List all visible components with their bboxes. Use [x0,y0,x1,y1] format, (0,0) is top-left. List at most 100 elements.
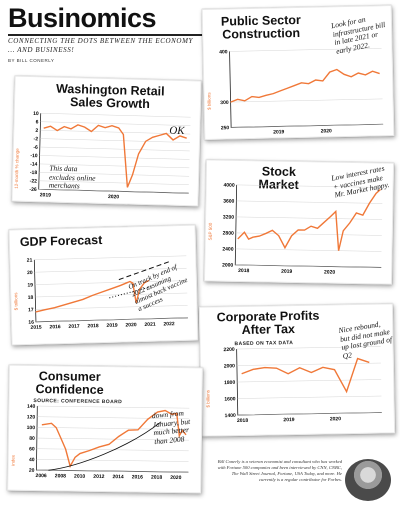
construction-gridline [230,98,383,103]
retail-gridline [40,113,191,118]
stock-series-line [237,188,381,251]
retail-card: Washington Retail Sales Growth 12-month … [11,75,202,207]
construction-ytick-label: 300 [220,100,229,106]
retail-gridline [39,155,190,160]
confidence-xtick-label: 2010 [74,474,85,480]
retail-ylabel: 12-month % change [14,148,20,189]
retail-ytick-label: -26 [29,187,37,193]
retail-ytick-label: 6 [36,119,39,125]
confidence-gridline [36,437,189,441]
retail-xtick-label: 2019 [40,192,51,198]
retail-gridline [39,163,190,169]
profits-xtick-label: 2020 [330,416,341,422]
stock-axes [234,184,382,268]
confidence-gridline [36,459,189,462]
retail-gridline [40,129,191,135]
gdp-gridline [35,292,188,298]
gdp-xtick-label: 2017 [68,324,79,330]
confidence-gridline [37,427,190,430]
construction-series-line [230,68,380,103]
confidence-xtick-label: 2014 [112,474,123,480]
gdp-gridline [34,280,187,285]
profits-ytick-label: 1400 [225,413,236,419]
confidence-note: down from January, but much better than … [151,408,191,446]
construction-ytick-label: 250 [221,125,230,131]
confidence-ytick-label: 40 [29,457,35,463]
retail-ytick-label: -6 [33,145,38,151]
retail-xtick-label: 2020 [108,194,119,200]
retail-ytick-label: 10 [33,111,39,117]
stock-ytick-label: 2400 [222,246,233,252]
gdp-xtick-label: 2019 [106,323,117,329]
gdp-xtick-label: 2020 [125,322,136,328]
confidence-ytick-label: 60 [29,446,35,452]
stock-ytick-label: 3600 [223,198,234,204]
gdp-xtick-label: 2016 [49,324,60,330]
gdp-card: GDP Forecast $ trillions 21 20 19 18 17 16 201… [8,224,199,346]
stock-gridline [235,264,382,268]
construction-xtick-label: 2020 [321,128,332,134]
retail-ytick-label: -14 [30,161,38,167]
gdp-forecast-dashes [118,260,171,281]
stock-gridline [236,216,383,220]
retail-gridline [40,121,191,126]
confidence-xtick-label: 2016 [132,474,143,480]
retail-ytick-label: -18 [30,170,38,176]
confidence-gridline [37,416,190,420]
profits-gridline [236,346,381,350]
gdp-xtick-label: 2018 [87,323,98,329]
profits-gridline [237,412,382,416]
construction-axes [229,51,384,128]
masthead-rule [8,34,392,36]
retail-ytick-label: 2 [35,128,38,134]
retail-series-line [43,124,187,188]
confidence-xtick-label: 2008 [55,473,66,479]
masthead-tagline: CONNECTING THE DOTS BETWEEN THE ECONOMY … [8,37,194,54]
gdp-forecast-dots [109,286,152,299]
profits-gridline [237,395,382,399]
stock-ytick-label: 3200 [223,214,234,220]
profits-xtick-label: 2018 [237,418,248,424]
gdp-gridline [34,268,187,273]
stock-gridline [235,232,382,236]
construction-card: Public Sector Construction $ billions 40… [201,5,395,140]
gdp-ytick-label: 18 [28,295,34,301]
construction-ytick-label: 400 [219,49,228,55]
retail-chart: 12-month % change 10 6 2 -2 -6 -10 -14 -18 -22 -2… [14,111,191,200]
stock-gridline [235,248,382,252]
confidence-xtick-label: 2020 [170,475,181,481]
confidence-ytick-label: 140 [27,404,36,410]
stock-ylabel: S&P 500 [208,222,213,240]
profits-xtick-label: 2019 [283,417,294,423]
confidence-card: Consumer Confidence SOURCE: CONFERENCE B… [7,364,203,494]
stock-xtick-label: 2019 [281,269,292,275]
construction-gridline [229,48,382,52]
confidence-arrow [48,421,162,471]
byline: BY BILL CONERLY [8,58,55,63]
stock-ytick-label: 2800 [223,230,234,236]
retail-note: This data excludes online merchants [48,163,96,191]
gdp-ytick-label: 21 [27,258,33,264]
confidence-gridline [36,469,189,473]
profits-gridline [237,379,382,383]
retail-gridline [38,189,189,194]
retail-ytick-label: -2 [33,136,38,142]
author-photo [345,459,391,501]
confidence-ytick-label: 100 [27,425,36,431]
profits-ytick-label: 2200 [223,347,234,353]
confidence-ytick-label: 80 [29,436,35,442]
stock-gridline [236,184,383,188]
retail-gridline [39,172,190,177]
gdp-gridline [34,255,187,261]
stock-ytick-label: 2000 [222,262,233,268]
gdp-series-line [35,279,150,313]
construction-xtick-label: 2019 [273,129,284,135]
confidence-xtick-label: 2018 [151,475,162,481]
confidence-ytick-label: 20 [29,468,35,474]
author-bio: Bill Conerly is a veteran economist and … [217,459,342,482]
gdp-ylabel: $ trillions [13,292,18,311]
profits-series-line [241,357,370,394]
